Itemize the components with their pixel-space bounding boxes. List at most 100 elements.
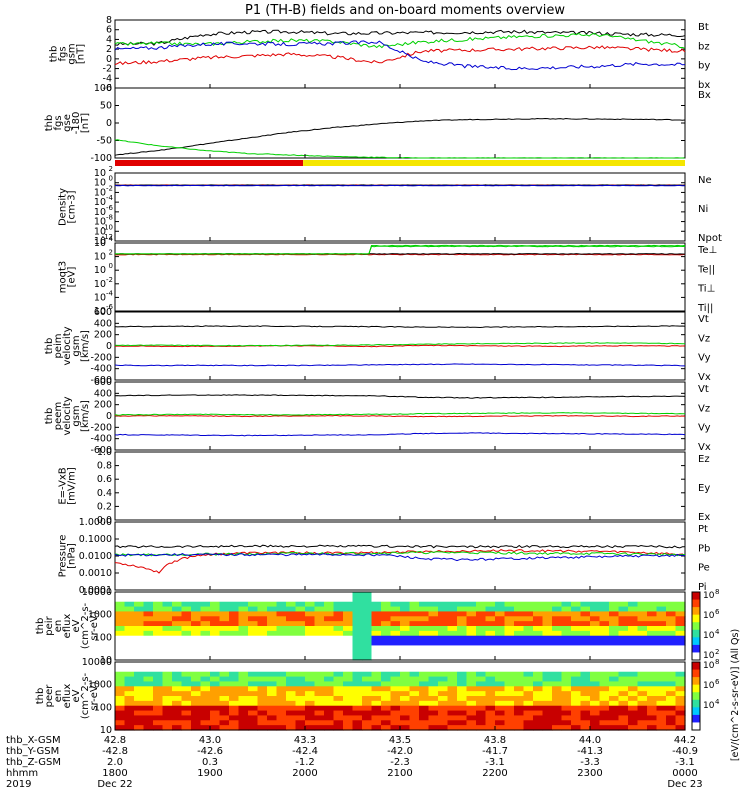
heatmap-cell	[618, 616, 629, 622]
colorbar-swatch	[692, 637, 700, 646]
y-tick-label: 100	[94, 702, 112, 713]
heatmap-cell	[590, 720, 601, 726]
heatmap-cell	[400, 592, 411, 598]
heatmap-cell	[162, 616, 173, 622]
y-tick-label: 400	[94, 388, 112, 399]
heatmap-cell	[124, 635, 135, 642]
heatmap-cell	[267, 635, 278, 642]
heatmap-cell	[447, 681, 458, 687]
heatmap-cell	[305, 681, 316, 687]
heatmap-cell	[571, 710, 582, 717]
heatmap-cell	[599, 606, 610, 613]
heatmap-cell	[390, 621, 401, 627]
heatmap-cell	[238, 645, 249, 651]
heatmap-cell	[248, 635, 259, 642]
heatmap-cell	[495, 681, 506, 687]
y-tick-label: 200	[94, 330, 112, 341]
legend-0: Ez	[698, 454, 710, 465]
x-tick-label: 43.3	[294, 735, 316, 746]
y-tick-label: 10000	[82, 657, 112, 668]
y-tick-label: 0.0010	[79, 568, 112, 579]
heatmap-cell	[675, 686, 686, 692]
heatmap-cell	[476, 671, 487, 678]
heatmap-cell	[428, 640, 439, 647]
heatmap-cell	[352, 681, 363, 687]
heatmap-cell	[381, 725, 392, 731]
heatmap-cell	[153, 630, 164, 637]
y-tick-label: 2	[106, 44, 112, 55]
heatmap-cell	[561, 676, 572, 683]
heatmap-cell	[210, 671, 221, 678]
heatmap-cell	[561, 650, 572, 656]
heatmap-cell	[286, 640, 297, 647]
heatmap-cell	[675, 640, 686, 647]
y-axis-label: (cm^2-s-	[80, 672, 91, 719]
heatmap-cell	[571, 681, 582, 687]
heatmap-cell	[210, 725, 221, 731]
heatmap-cell	[181, 650, 192, 656]
heatmap-cell	[447, 596, 458, 603]
heatmap-cell	[618, 725, 629, 731]
y-axis-label: thb	[44, 338, 55, 355]
heatmap-cell	[143, 592, 154, 598]
heatmap-cell	[609, 630, 620, 637]
heatmap-cell	[523, 671, 534, 678]
heatmap-cell	[390, 700, 401, 707]
heatmap-cell	[514, 616, 525, 622]
heatmap-cell	[428, 715, 439, 721]
heatmap-cell	[343, 686, 354, 692]
heatmap-cell	[305, 666, 316, 673]
heatmap-cell	[191, 671, 202, 678]
heatmap-cell	[656, 650, 667, 656]
heatmap-cell	[276, 596, 287, 603]
heatmap-cell	[181, 686, 192, 692]
y-axis-label: peim	[53, 333, 64, 358]
heatmap-cell	[618, 621, 629, 627]
heatmap-cell	[533, 606, 544, 613]
heatmap-cell	[352, 720, 363, 726]
heatmap-cell	[656, 592, 667, 598]
heatmap-cell	[647, 655, 658, 661]
heatmap-cell	[514, 592, 525, 598]
heatmap-cell	[238, 715, 249, 721]
heatmap-cell	[305, 596, 316, 603]
heatmap-cell	[476, 645, 487, 651]
heatmap-cell	[352, 686, 363, 692]
heatmap-cell	[352, 676, 363, 683]
heatmap-cell	[390, 650, 401, 656]
heatmap-cell	[286, 596, 297, 603]
heatmap-cell	[143, 700, 154, 707]
heatmap-cell	[409, 725, 420, 731]
heatmap-cell	[571, 650, 582, 656]
heatmap-cell	[134, 640, 145, 647]
heatmap-cell	[637, 666, 648, 673]
heatmap-cell	[115, 616, 126, 622]
heatmap-cell	[533, 616, 544, 622]
heatmap-cell	[552, 606, 563, 613]
heatmap-cell	[134, 691, 145, 697]
heatmap-cell	[552, 705, 563, 712]
heatmap-cell	[381, 655, 392, 661]
heatmap-cell	[523, 635, 534, 642]
heatmap-cell	[295, 676, 306, 683]
x-tick-label: 1900	[197, 768, 222, 779]
panels: thbfgsgsm[nT]86420-2-4-6Btbzbybxthbfgsgs…	[35, 15, 722, 736]
heatmap-cell	[153, 650, 164, 656]
heatmap-cell	[362, 596, 373, 603]
heatmap-cell	[181, 720, 192, 726]
heatmap-cell	[229, 626, 240, 632]
heatmap-cell	[495, 666, 506, 673]
heatmap-cell	[428, 592, 439, 598]
heatmap-cell	[561, 681, 572, 687]
y-tick-label: 6	[106, 25, 112, 36]
heatmap-cell	[210, 606, 221, 613]
heatmap-cell	[115, 705, 126, 712]
heatmap-cell	[409, 686, 420, 692]
heatmap-cell	[495, 710, 506, 717]
heatmap-cell	[542, 676, 553, 683]
legend-0: Bx	[698, 90, 711, 101]
heatmap-cell	[305, 650, 316, 656]
heatmap-cell	[504, 630, 515, 637]
heatmap-cell	[181, 611, 192, 617]
